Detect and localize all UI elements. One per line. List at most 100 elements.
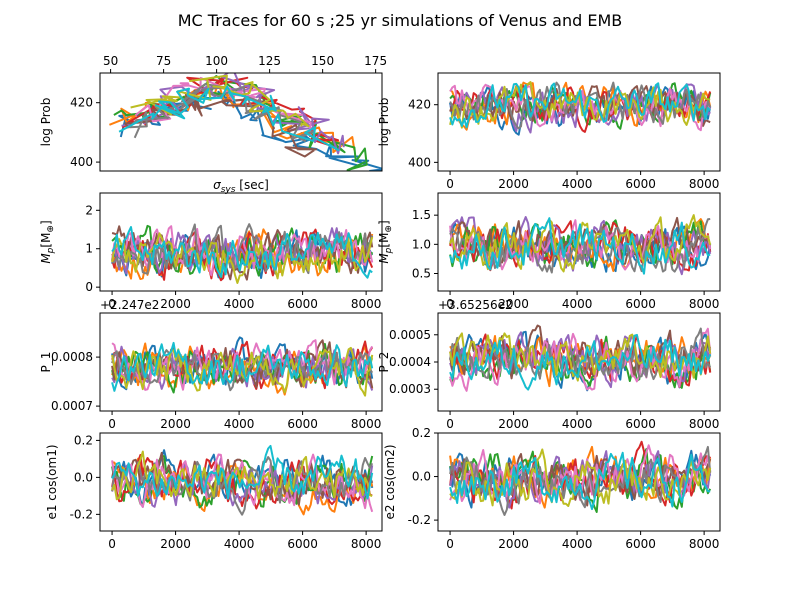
y-tick-label: 0.0004 bbox=[389, 355, 431, 369]
x-tick-label: 4000 bbox=[562, 417, 593, 431]
y-tick-label: 420 bbox=[408, 98, 431, 112]
trace-series-8 bbox=[449, 448, 712, 507]
y-tick-label: 0.2 bbox=[412, 426, 431, 440]
y-tick-label: 1.0 bbox=[412, 237, 431, 251]
plot-area bbox=[449, 214, 712, 276]
sigma-series-8 bbox=[130, 74, 310, 128]
axes-frame bbox=[99, 312, 383, 412]
x-tick-label: 2000 bbox=[160, 537, 191, 551]
y-axis-label: P_1 bbox=[39, 352, 53, 373]
trace-series-9 bbox=[111, 341, 374, 392]
figure-title: MC Traces for 60 s ;25 yr simulations of… bbox=[178, 11, 623, 30]
offset-label: +2.247e2 bbox=[100, 298, 159, 312]
x-tick-label: 4000 bbox=[562, 297, 593, 311]
axes-frame bbox=[99, 432, 383, 532]
x-tick-label: 0 bbox=[108, 537, 116, 551]
y-axis-label: log Prob bbox=[39, 98, 53, 147]
trace-series-9 bbox=[449, 82, 711, 129]
x-tick-label: 175 bbox=[364, 54, 387, 68]
y-tick-label: 0.0003 bbox=[389, 382, 431, 396]
y-tick-label: 0.2 bbox=[74, 433, 93, 447]
sigma-series-5 bbox=[124, 89, 318, 158]
axes-frame bbox=[99, 192, 383, 292]
axes-frame bbox=[437, 72, 721, 172]
y-axis-label: P_2 bbox=[377, 352, 391, 373]
x-tick-label: 6000 bbox=[287, 537, 318, 551]
x-tick-label: 4000 bbox=[562, 537, 593, 551]
x-tick-label: 2000 bbox=[498, 537, 529, 551]
y-axis-label: log Prob bbox=[377, 98, 391, 147]
y-axis-label: e1 cos(om1) bbox=[45, 444, 59, 519]
sigma-series-3 bbox=[121, 73, 340, 149]
x-tick-label: 0 bbox=[446, 417, 454, 431]
y-tick-label: 0.0007 bbox=[51, 399, 93, 413]
trace-series-9 bbox=[111, 444, 374, 500]
sigma-series-9 bbox=[118, 85, 340, 152]
y-tick-label: 2 bbox=[85, 203, 93, 217]
y-tick-label: 420 bbox=[70, 96, 93, 110]
x-tick-label: 8000 bbox=[689, 177, 720, 191]
x-tick-label: 4000 bbox=[224, 417, 255, 431]
y-tick-label: 1 bbox=[85, 242, 93, 256]
x-axis-label: σsys [sec] bbox=[213, 178, 269, 195]
y-axis-label: e2 cos(om2) bbox=[383, 444, 397, 519]
x-tick-label: 6000 bbox=[287, 417, 318, 431]
chart-panel-logprob-vs-sigma: 50 75 100 125 150 175 400 420 log Prob σsys [sec] bbox=[39, 54, 387, 195]
x-tick-label: 8000 bbox=[689, 537, 720, 551]
y-tick-label: -0.2 bbox=[70, 507, 93, 521]
x-tick-label: 4000 bbox=[224, 537, 255, 551]
x-tick-label: 2000 bbox=[498, 297, 529, 311]
offset-label: +3.65256e2 bbox=[438, 298, 513, 312]
x-tick-label: 4000 bbox=[562, 177, 593, 191]
y-tick-label: 0 bbox=[85, 280, 93, 294]
y-tick-label: 400 bbox=[408, 155, 431, 169]
y-tick-label: 0.0 bbox=[74, 470, 93, 484]
trace-series-9 bbox=[449, 451, 711, 511]
plot-area bbox=[449, 440, 712, 516]
x-tick-label: 8000 bbox=[351, 417, 382, 431]
x-tick-label: 8000 bbox=[351, 537, 382, 551]
plot-area bbox=[111, 223, 374, 284]
chart-panel-mp2-trace: 0 2000 4000 6000 8000 0.5 1.0 1.5 Mp[M⊕] bbox=[377, 192, 721, 311]
plot-area bbox=[449, 324, 712, 392]
x-tick-label: 0 bbox=[446, 537, 454, 551]
x-tick-label: 2000 bbox=[160, 297, 191, 311]
x-tick-label: 2000 bbox=[498, 417, 529, 431]
x-tick-label: 8000 bbox=[351, 297, 382, 311]
trace-series-7 bbox=[111, 223, 374, 275]
x-tick-label: 0 bbox=[108, 297, 116, 311]
chart-panel-logprob-trace: 0 2000 4000 6000 8000 400 420 log Prob bbox=[377, 72, 721, 191]
chart-panel-p2-trace: 0 2000 4000 6000 8000 0.0003 0.0004 0.0005 +3.65… bbox=[377, 298, 721, 431]
x-tick-label: 0 bbox=[446, 177, 454, 191]
axes-frame bbox=[99, 72, 383, 172]
plot-area bbox=[449, 81, 712, 136]
x-tick-label: 2000 bbox=[160, 417, 191, 431]
trace-series-9 bbox=[449, 333, 712, 391]
y-tick-label: 400 bbox=[70, 155, 93, 169]
x-tick-label: 100 bbox=[205, 54, 228, 68]
y-axis-label: Mp[M⊕] bbox=[377, 220, 394, 263]
chart-panel-e1cos-trace: 0 2000 4000 6000 8000 -0.2 0.0 0.2 e1 cos(om1) bbox=[45, 432, 383, 551]
y-tick-label: 0.5 bbox=[412, 267, 431, 281]
plot-area bbox=[109, 73, 382, 171]
trace-series-7 bbox=[449, 445, 712, 516]
trace-series-8 bbox=[111, 346, 374, 397]
axes-frame bbox=[437, 192, 721, 292]
trace-series-9 bbox=[449, 217, 711, 275]
plot-area bbox=[111, 336, 374, 397]
trace-series-9 bbox=[111, 226, 373, 279]
x-tick-label: 125 bbox=[258, 54, 281, 68]
x-tick-label: 4000 bbox=[224, 297, 255, 311]
y-axis-label: Mp[M⊕] bbox=[39, 220, 56, 263]
chart-panel-p1-trace: 0 2000 4000 6000 8000 0.0007 0.0008 +2.247e2 P_1 bbox=[39, 298, 383, 431]
x-tick-label: 0 bbox=[446, 297, 454, 311]
x-tick-label: 0 bbox=[108, 417, 116, 431]
y-tick-label: 0.0005 bbox=[389, 328, 431, 342]
x-tick-label: 2000 bbox=[498, 177, 529, 191]
axes-frame bbox=[437, 432, 721, 532]
x-tick-label: 6000 bbox=[625, 537, 656, 551]
chart-panel-e2cos-trace: 0 2000 4000 6000 8000 -0.2 0.0 0.2 e2 cos(om2) bbox=[383, 426, 721, 551]
y-tick-label: 0.0 bbox=[412, 470, 431, 484]
